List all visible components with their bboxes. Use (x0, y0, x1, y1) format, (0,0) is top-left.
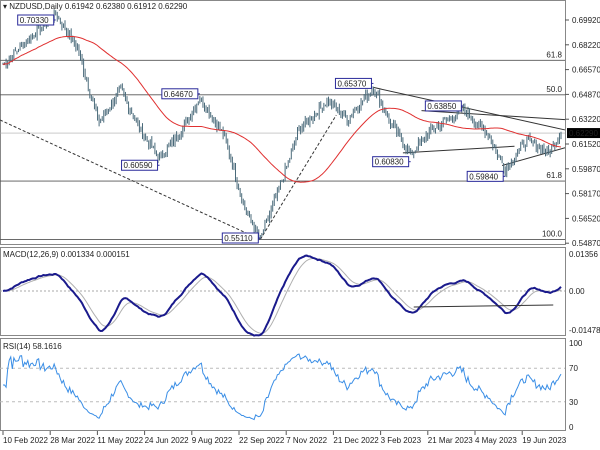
price-axis-label: 0.66570 (572, 66, 600, 75)
rsi-axis-label: 30 (569, 398, 578, 407)
price-annotation: 0.64670 (164, 90, 193, 99)
rsi-line (3, 353, 562, 421)
macd-label: MACD(12,26,9) 0.001334 0.000151 (3, 250, 130, 259)
rsi-axis-label: 70 (569, 364, 578, 373)
trendline-dashed (259, 114, 337, 240)
moving-average-line (2, 35, 562, 183)
current-price-label: 0.62290 (569, 129, 598, 138)
rsi-panel (0, 338, 566, 431)
date-axis-label: 9 Aug 2022 (192, 436, 233, 445)
price-axis-label: 0.63220 (572, 115, 600, 124)
price-annotation: 0.60590 (124, 161, 153, 170)
price-axis-label: 0.69920 (572, 16, 600, 25)
price-annotation: 0.70330 (20, 16, 49, 25)
date-axis-label: 24 Jun 2022 (145, 436, 190, 445)
date-axis-label: 21 Dec 2022 (333, 436, 379, 445)
main-panel (0, 0, 566, 245)
date-axis-label: 28 Mar 2022 (50, 436, 95, 445)
macd-axis-label: 0.00 (569, 287, 585, 296)
date-axis-label: 3 Feb 2023 (381, 436, 422, 445)
channel-line (421, 110, 566, 121)
macd-line (2, 254, 562, 337)
current-price-badge (567, 128, 600, 139)
date-axis-label: 11 May 2022 (97, 436, 143, 445)
date-axis-label: 21 Mar 2023 (428, 436, 473, 445)
fib-label: 61.8 (546, 50, 562, 59)
price-annotation: 0.60830 (375, 158, 404, 167)
date-axis-label: 4 May 2023 (475, 436, 517, 445)
fib-label: 50.0 (546, 85, 562, 94)
price-axis-label: 0.59870 (572, 165, 600, 174)
date-axis-label: 10 Feb 2022 (3, 436, 48, 445)
chart-header: ▾ NZDUSD,Daily 0.61942 0.62380 0.61912 0… (3, 2, 188, 11)
price-axis-label: 0.54870 (572, 239, 600, 248)
ohlc-values: 0.61942 0.62380 0.61912 0.62290 (64, 2, 188, 11)
price-annotation: 0.63850 (427, 102, 456, 111)
trendline-dashed (0, 119, 261, 240)
macd-trendline (413, 304, 554, 308)
date-axis-label: 19 Jun 2023 (522, 436, 567, 445)
date-axis-label: 22 Sep 2022 (239, 436, 285, 445)
price-annotation: 0.55110 (224, 234, 253, 243)
macd-axis-label: -0.014783 (569, 326, 600, 335)
rsi-axis-label: 100 (569, 339, 583, 348)
price-annotation: 0.65370 (337, 79, 366, 88)
price-axis-label: 0.68220 (572, 41, 600, 50)
fib-label: 61.8 (546, 171, 562, 180)
price-axis-label: 0.58170 (572, 190, 600, 199)
rsi-label: RSI(14) 58.1616 (3, 342, 62, 351)
price-axis-label: 0.64870 (572, 90, 600, 99)
symbol-label: NZDUSD,Daily (9, 2, 63, 11)
price-axis-label: 0.56520 (572, 214, 600, 223)
price-axis-label: 0.61520 (572, 140, 600, 149)
date-axis-label: 7 Nov 2022 (286, 436, 327, 445)
fib-label: 100.0 (542, 229, 563, 238)
macd-signal-line (2, 257, 562, 334)
macd-axis-label: 0.01356 (569, 250, 598, 259)
price-annotation: 0.59840 (469, 172, 498, 181)
rsi-axis-label: 0 (569, 423, 574, 432)
